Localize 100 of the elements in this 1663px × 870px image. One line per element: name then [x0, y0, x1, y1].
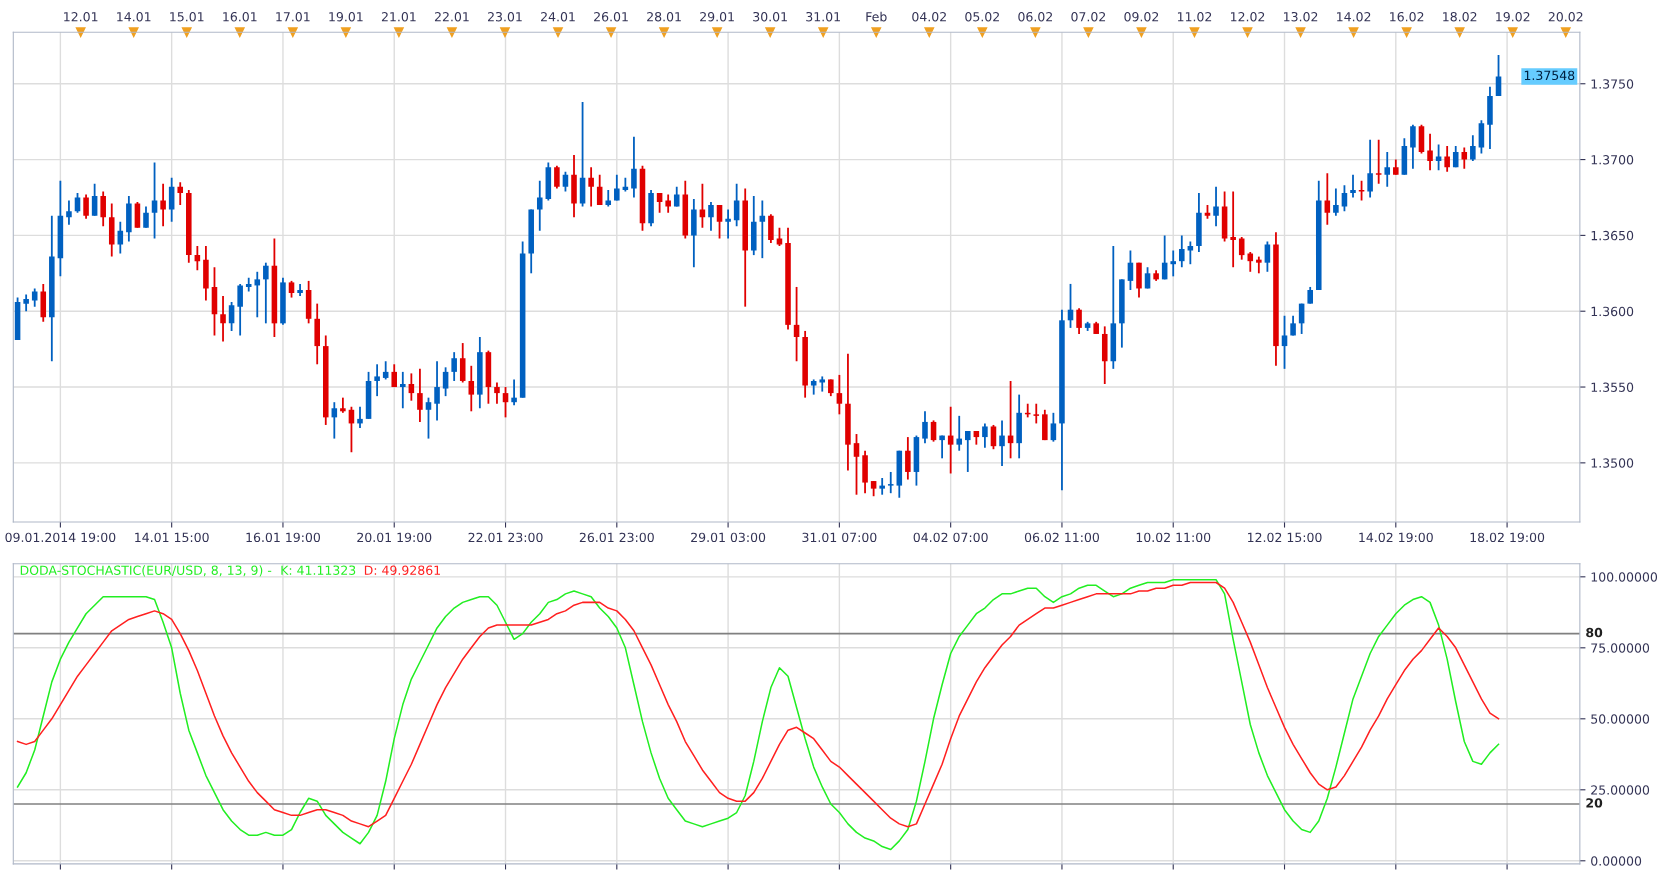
text: 24.01: [541, 11, 575, 22]
candlestick: [254, 270, 261, 319]
text: 30.01: [753, 11, 787, 22]
candlestick: [434, 360, 440, 422]
candlestick: [160, 182, 166, 228]
candlestick: [1247, 251, 1254, 273]
x-tick-label: 09.01.2014 19:00: [5, 532, 116, 543]
candlestick: [1187, 240, 1194, 266]
text: 12.02: [1231, 11, 1265, 22]
candlestick: [1238, 236, 1245, 261]
candlestick: [1461, 146, 1468, 170]
candlestick: [819, 375, 826, 393]
text: Feb: [866, 11, 887, 22]
text: 28.01: [647, 11, 681, 22]
candlestick: [1410, 123, 1416, 170]
y-tick-label: 1.3650: [1591, 230, 1634, 241]
text: 22.01: [434, 11, 469, 22]
y-tick-label: 1.3750: [1591, 79, 1634, 89]
candlestick: [237, 283, 243, 337]
y-tick-label: 0.00000: [1591, 856, 1642, 866]
ref-line-label: 20: [1586, 798, 1603, 808]
candlestick: [716, 204, 723, 240]
candlestick: [725, 208, 731, 240]
y-tick-label: 1.3600: [1591, 306, 1634, 317]
y-tick-label: 50.00000: [1591, 714, 1650, 724]
candlestick: [459, 342, 466, 384]
text: 29.01: [700, 11, 734, 22]
x-tick-label: 10.02 11:00: [1136, 532, 1211, 543]
y-tick-label: 1.3500: [1591, 458, 1634, 468]
y-tick-label: 100.00000: [1591, 572, 1658, 582]
candlestick: [982, 422, 988, 449]
candlestick: [999, 419, 1005, 467]
candlestick: [143, 205, 149, 229]
candlestick: [168, 176, 175, 223]
y-tick-label: 1.3550: [1591, 382, 1634, 392]
candlestick: [417, 367, 423, 423]
x-tick-label: 26.01 23:00: [579, 532, 654, 543]
candlestick: [673, 185, 680, 208]
candlestick: [836, 374, 843, 416]
candlestick: [922, 410, 928, 445]
candlestick: [177, 181, 184, 206]
candlestick: [853, 433, 860, 496]
text: 14.02: [1337, 11, 1371, 22]
text: 09.02: [1124, 11, 1159, 22]
candlestick: [66, 199, 72, 226]
y-tick-label: 1.3700: [1591, 155, 1634, 165]
text: 11.02: [1177, 11, 1212, 22]
candlestick: [74, 192, 81, 214]
x-tick-label: 06.02 11:00: [1024, 532, 1100, 543]
text: D: 49.92861: [364, 565, 440, 575]
candlestick: [468, 364, 475, 413]
candlestick: [879, 477, 885, 496]
candlestick: [357, 405, 363, 429]
text: 16.02: [1390, 11, 1424, 22]
candlestick: [1350, 173, 1356, 199]
x-tick-label: 31.01 07:00: [802, 532, 877, 543]
ref-line-label: 80: [1586, 627, 1603, 638]
candlestick: [442, 366, 449, 398]
candlestick: [400, 370, 406, 410]
text: 21.01: [381, 11, 416, 22]
y-tick-label: 25.00000: [1591, 785, 1650, 795]
text: 04.02: [912, 11, 946, 22]
text: 16.01: [223, 11, 257, 22]
candlestick: [1050, 411, 1057, 443]
candlestick: [451, 351, 457, 382]
x-tick-label: 22.01 23:00: [468, 532, 543, 543]
x-tick-label: 16.01 19:00: [246, 532, 321, 543]
candlestick: [263, 261, 269, 325]
candlestick: [614, 173, 620, 202]
candlestick: [1170, 249, 1177, 278]
x-tick-label: 14.01 15:00: [135, 532, 209, 543]
y-tick-label: 75.00000: [1591, 643, 1650, 653]
candlestick: [1076, 307, 1082, 335]
text: 07.02: [1071, 11, 1106, 22]
candlestick: [536, 179, 543, 232]
candlestick: [1444, 145, 1450, 173]
text: 23.01: [488, 11, 522, 22]
candlestick: [554, 164, 560, 190]
candlestick: [1033, 402, 1040, 425]
text: 06.02: [1018, 11, 1052, 22]
text: 13.02: [1284, 11, 1318, 22]
candlestick: [91, 182, 98, 217]
text: 19.01: [329, 11, 363, 22]
candlestick: [1384, 151, 1391, 188]
x-tick-label: 04.02 07:00: [913, 532, 988, 543]
candlestick: [1375, 138, 1382, 185]
candlestick: [1333, 187, 1339, 217]
candlestick: [1367, 138, 1373, 199]
text: 12.01: [64, 11, 98, 22]
candlestick: [1230, 190, 1236, 269]
x-tick-label: 18.02 19:00: [1470, 532, 1545, 543]
text: 20.02: [1548, 11, 1583, 22]
text: 19.02: [1496, 11, 1530, 22]
candlestick: [100, 190, 106, 228]
candlestick: [708, 201, 714, 232]
candlestick: [374, 363, 380, 398]
candlestick: [1341, 184, 1348, 213]
candlestick: [1281, 314, 1288, 370]
text: 15.01: [170, 11, 204, 22]
text: 17.01: [276, 11, 310, 22]
